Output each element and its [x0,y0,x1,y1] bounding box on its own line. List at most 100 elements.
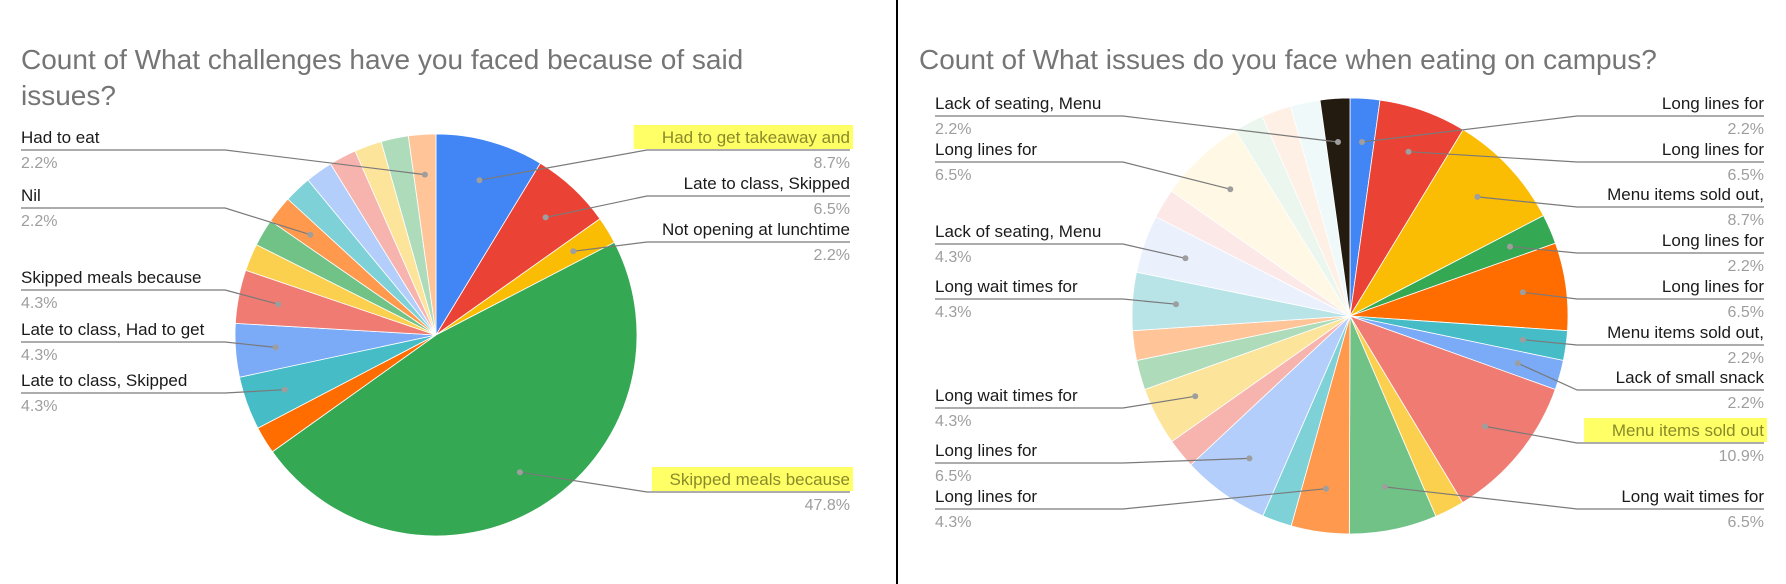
callout-line [935,243,1186,259]
slice-callout: Long lines for 6.5% [1405,140,1764,184]
slice-percent: 4.3% [935,514,971,531]
callout-line [545,195,850,218]
callout-dot [1381,483,1388,490]
slice-callout: Had to eat 2.2% [21,128,428,178]
slice-callout: Late to class, Skipped 4.3% [21,371,288,415]
label-highlight [633,125,853,149]
slice-callout: Long wait times for 4.3% [935,386,1199,430]
callout-dot [1227,186,1234,193]
callout-dot [1482,423,1488,430]
pie-slice [1349,315,1556,504]
slice-percent: 6.5% [935,167,971,184]
slice-callout: Long wait times for 6.5% [1381,483,1764,531]
slice-percent: 4.3% [21,398,57,415]
callout-line [1509,246,1764,254]
slice-label: Menu items sold out [1612,421,1764,440]
callout-line [935,115,1339,143]
pie-slice [1319,97,1351,317]
label-highlight [651,467,853,491]
label-highlight [1584,418,1767,442]
slice-label: Long wait times for [1621,487,1764,506]
slice-callout: Long wait times for 4.3% [935,277,1179,321]
callout-dot [421,171,428,178]
callout-dot [1323,485,1329,492]
callout-line [21,207,311,236]
slice-callout: Skipped meals because 4.3% [21,268,282,312]
callout-dot [570,248,577,255]
chart-title: Count of What issues do you face when ea… [919,44,1657,75]
callout-line [1477,196,1764,208]
slice-percent: 4.3% [21,295,57,312]
callout-dot [1359,139,1365,145]
callout-dot [1514,360,1521,367]
slice-callout: Lack of seating, Menu 2.2% [935,94,1341,145]
panel-divider [896,0,898,584]
slice-label: Had to eat [21,128,100,147]
slice-callout: Skipped meals because 47.8% [516,467,853,514]
callout-dot [542,214,549,221]
slice-callout: Long lines for 6.5% [935,441,1253,485]
slice-label: Menu items sold out, [1607,323,1764,342]
slice-label: Long lines for [935,487,1037,506]
slice-label: Had to get takeaway and [662,128,850,147]
slice-callout: Late to class, Had to get 4.3% [21,320,279,364]
callout-dot [1192,393,1199,400]
slice-percent: 10.9% [1719,448,1764,465]
slice-percent: 6.5% [1728,167,1764,184]
slice-callout: Late to class, Skipped 6.5% [542,174,850,221]
slice-label: Late to class, Had to get [21,320,205,339]
slice-percent: 2.2% [814,247,850,264]
slice-callout: Menu items sold out, 8.7% [1474,185,1764,229]
slice-label: Long lines for [935,441,1037,460]
callout-dot [1246,455,1253,462]
callout-dot [1335,139,1341,145]
callout-dot [1507,243,1513,250]
slice-label: Late to class, Skipped [684,174,850,193]
callout-dot [476,177,483,184]
callout-line [573,241,850,252]
slice-percent: 2.2% [1728,121,1764,138]
slice-label: Long lines for [1662,140,1764,159]
slice-label: Long wait times for [935,386,1078,405]
callout-line [935,457,1250,464]
slice-percent: 6.5% [1728,514,1764,531]
pie-slice [407,133,437,336]
slice-percent: 2.2% [1728,258,1764,275]
slice-percent: 2.2% [1728,395,1764,412]
callout-dot [272,344,279,351]
callout-line [1361,115,1764,143]
slice-label: Not opening at lunchtime [662,220,850,239]
chart-title: Count of What challenges have you faced … [21,44,744,111]
pie-labels: Had to get takeaway and 8.7% Late to class… [21,125,853,514]
chart-panel-right: Count of What issues do you face when ea… [898,0,1786,584]
callout-line [1517,362,1764,391]
callout-line [1484,425,1764,444]
callout-dot [281,386,288,393]
pie-slices [234,133,638,537]
callout-dot [516,469,523,476]
pie-slice [1348,129,1545,318]
slice-percent: 6.5% [814,201,850,218]
slice-callout: Lack of small snack 2.2% [1514,360,1764,412]
callout-line [1408,151,1764,163]
slice-callout: Not opening at lunchtime 2.2% [570,220,850,264]
slice-percent: 2.2% [1728,350,1764,367]
slice-percent: 4.3% [935,249,971,266]
slice-callout: Long lines for 2.2% [1507,231,1764,275]
slice-callout: Menu items sold out, 2.2% [1519,323,1764,367]
slice-callout: Menu items sold out 10.9% [1482,418,1767,465]
slice-percent: 6.5% [935,468,971,485]
slice-percent: 8.7% [814,155,850,172]
callout-line [21,289,279,305]
slice-percent: 2.2% [21,213,57,230]
callout-line [935,298,1177,305]
callout-line [1522,339,1764,346]
callout-line [479,149,850,181]
callout-dot [275,301,282,308]
slice-callout: Long lines for 6.5% [935,140,1234,193]
callout-dot [1173,301,1179,308]
pie-chart-challenges: Had to get takeaway and 8.7% Late to class… [21,125,853,537]
slice-callout: Had to get takeaway and 8.7% [476,125,853,184]
